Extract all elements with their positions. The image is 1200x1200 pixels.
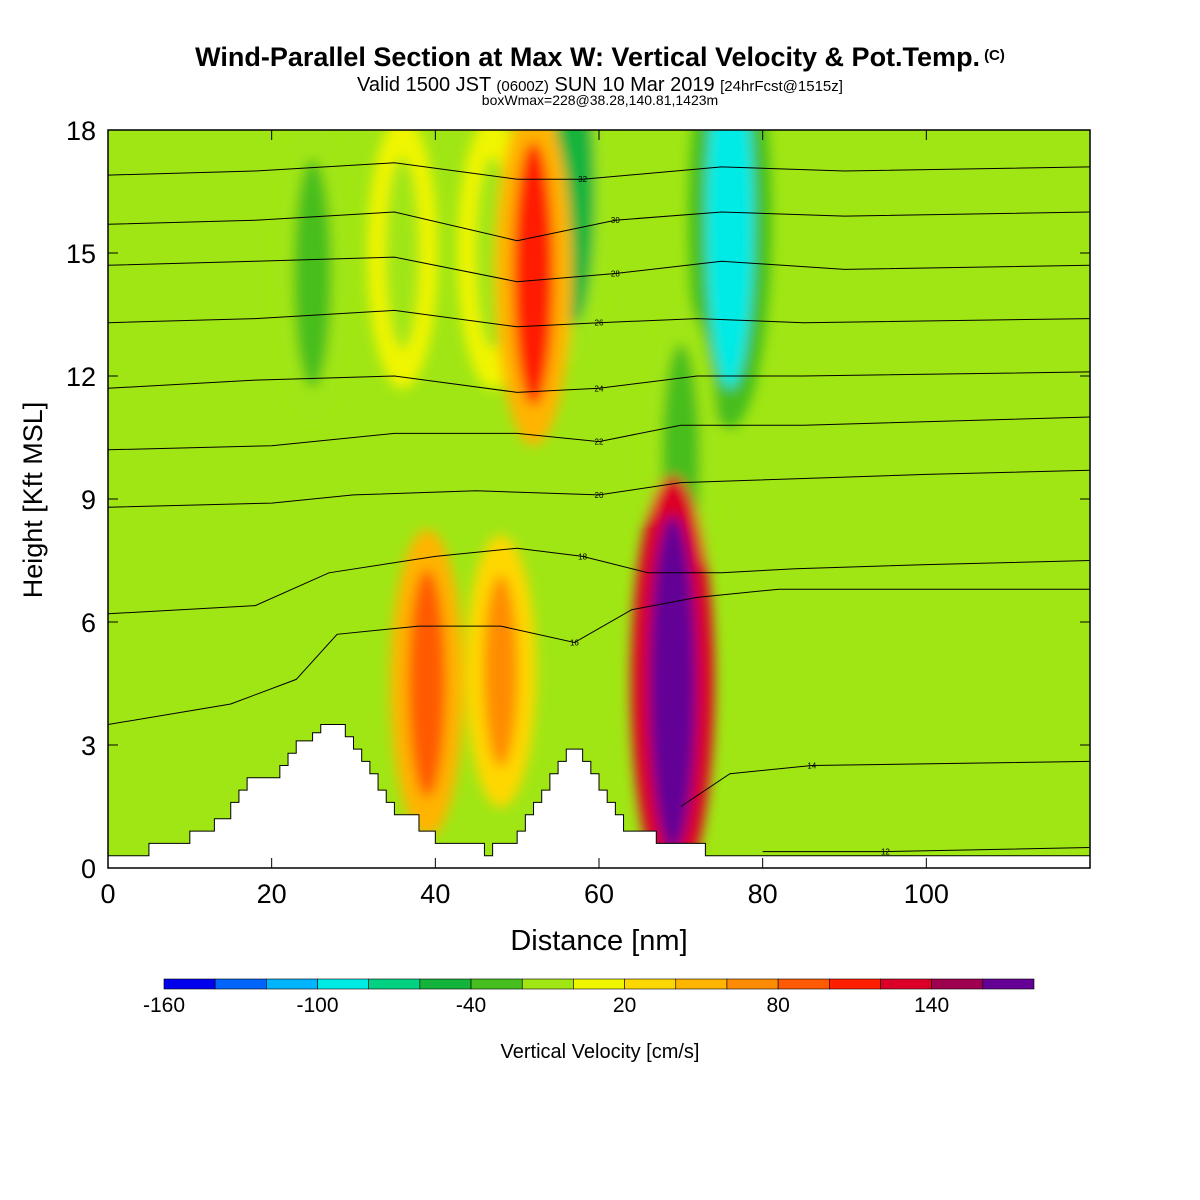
isentrope-label: 20 [595,491,604,500]
colorbar-swatch [828,978,881,990]
valid-date: SUN 10 Mar 2019 [554,74,715,96]
colorbar-tick-label: -160 [143,994,185,1017]
colorbar: -160 -100 -40 20 80 140 [143,978,1035,1017]
velocity-core [475,157,510,349]
y-tick-label: 15 [66,239,96,269]
colorbar-swatch [317,978,370,990]
valid-time: Valid 1500 JST [357,74,491,96]
colorbar-tick-label: 20 [613,994,636,1017]
x-tick-label: 100 [904,879,949,909]
isentrope-line [680,760,1090,807]
velocity-core-halo [367,130,438,389]
valid-time-utc: (0600Z) [496,78,549,95]
plot-area: 12 14 16 18 20 22 24 26 28 30 32 0 20 40 60 80 100 0 3 6 9… [18,116,1091,957]
isentrope-label: 24 [595,384,604,393]
x-tick-label: 0 [100,879,115,909]
plot-frame [107,129,1091,869]
colorbar-swatch [368,978,421,990]
isentrope-label: 32 [578,175,587,184]
colorbar-swatch [982,978,1035,990]
velocity-core [408,569,446,798]
isentrope-line [108,162,1090,180]
colorbar-swatch [573,978,625,990]
colorbar-swatch [470,978,523,990]
isentrope-line [762,847,1090,853]
y-tick-label: 12 [66,362,96,392]
velocity-core [483,575,518,768]
x-tick-label: 80 [748,879,778,909]
y-tick-label: 0 [81,854,96,884]
velocity-core-halo [457,130,528,389]
box-max-info: boxWmax=228@38.28,140.81,1423m [481,92,719,108]
isentrope-line [108,211,1090,242]
isentrope-line [108,309,1090,328]
colorbar-swatch [163,978,216,990]
colorbar-swatch [675,978,728,990]
velocity-core-halo [465,535,536,808]
isentrope-line [108,469,1090,508]
y-axis: 0 3 6 9 12 15 18 [66,116,1090,884]
valid-time-line: Valid 1500 JST (0600Z) SUN 10 Mar 2019 [… [0,74,1200,97]
velocity-core-halo [644,304,718,612]
velocity-field [275,130,772,868]
isentrope-label: 12 [881,848,890,857]
isentrope-lines: 12 14 16 18 20 22 24 26 28 30 32 [108,162,1090,857]
y-tick-label: 9 [81,485,96,515]
velocity-core-halo [275,130,350,428]
chart-title: Wind-Parallel Section at Max W: Vertical… [0,42,1200,73]
colorbar-swatch [726,978,779,990]
velocity-core [293,159,332,388]
colorbar-swatch [214,978,267,990]
isentrope-label: 16 [570,639,579,648]
colorbar-swatch [624,978,677,990]
y-tick-label: 6 [81,608,96,638]
velocity-field-background [108,130,1090,868]
x-tick-label: 40 [420,879,450,909]
velocity-core [649,515,697,852]
colorbar-swatch [419,978,472,990]
y-tick-label: 3 [81,731,96,761]
velocity-core-halo [495,130,572,446]
x-tick-label: 60 [584,879,614,909]
isentrope-line [108,588,1090,725]
velocity-core-halo [390,529,464,838]
colorbar-tick-label: 140 [914,994,949,1017]
colorbar-tick-label: 80 [766,994,789,1017]
y-tick-label: 18 [66,116,96,146]
colorbar-swatch [880,978,932,990]
isentrope-line [108,547,1090,615]
velocity-core [513,141,554,406]
velocity-core [662,344,700,572]
isentrope-label: 22 [595,438,604,447]
colorbar-swatch [521,978,574,990]
terrain-profile [108,724,1090,868]
isentrope-label: 30 [611,216,620,225]
colorbar-swatch [266,978,318,990]
chart-title-text: Wind-Parallel Section at Max W: Vertical… [195,42,981,72]
isentrope-line [108,256,1090,283]
x-tick-label: 20 [257,879,287,909]
forecast-info: [24hrFcst@1515z] [720,78,843,95]
colorbar-tick-label: -40 [456,994,486,1017]
isentrope-label: 18 [578,552,587,561]
isentrope-label: 28 [611,270,620,279]
chart-title-unit: (C) [984,47,1005,64]
colorbar-tick-label: -100 [297,994,339,1017]
y-axis-label: Height [Kft MSL] [18,402,48,599]
x-axis: 0 20 40 60 80 100 [100,130,949,909]
isentrope-line [108,416,1090,451]
isentrope-line [108,371,1090,393]
x-axis-label: Distance [nm] [510,925,687,957]
velocity-core-halo [631,475,715,868]
colorbar-label: Vertical Velocity [cm/s] [501,1041,700,1063]
velocity-core [385,157,420,349]
colorbar-swatch [931,978,984,990]
isentrope-label: 14 [807,762,816,771]
isentrope-label: 26 [595,319,604,328]
colorbar-swatch [777,978,830,990]
